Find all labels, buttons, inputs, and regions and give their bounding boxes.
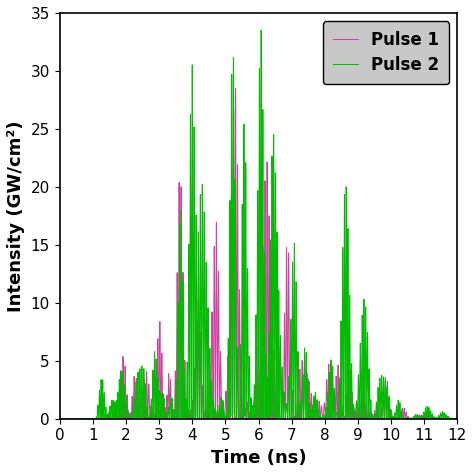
Pulse 2 [210,398,215,403]
Pulse 1 [447,416,453,421]
Pulse 2 [404,415,410,421]
Pulse 1 [102,415,108,421]
Pulse 1 [455,416,460,421]
Pulse 1 [233,85,238,91]
Line: Pulse 1: Pulse 1 [60,88,457,419]
Pulse 1 [227,319,232,324]
Pulse 2 [258,27,264,33]
Pulse 1 [126,411,131,417]
Pulse 2 [126,412,131,418]
Pulse 2 [102,413,108,419]
Pulse 2 [57,416,63,421]
X-axis label: Time (ns): Time (ns) [211,449,306,467]
Pulse 1 [404,415,410,420]
Legend: Pulse 1, Pulse 2: Pulse 1, Pulse 2 [323,21,449,84]
Line: Pulse 2: Pulse 2 [60,30,457,419]
Y-axis label: Intensity (GW/cm²): Intensity (GW/cm²) [7,120,25,311]
Pulse 1 [57,416,63,421]
Pulse 2 [227,350,232,356]
Pulse 2 [455,416,460,421]
Pulse 2 [447,415,453,420]
Pulse 1 [210,313,215,319]
